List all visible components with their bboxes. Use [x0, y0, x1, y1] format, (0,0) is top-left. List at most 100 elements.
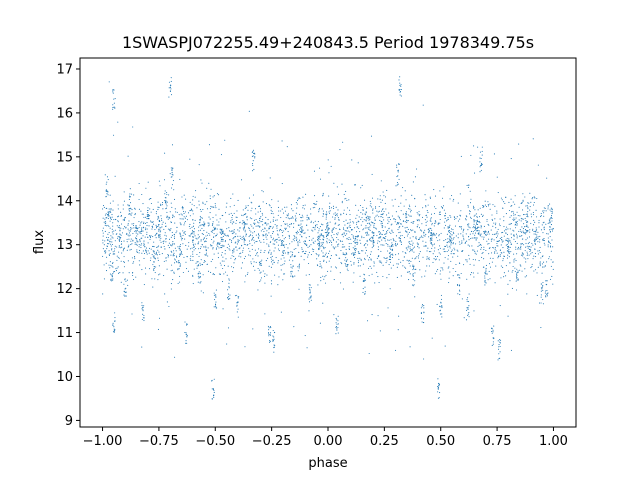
data-point [430, 251, 432, 253]
data-point [353, 256, 356, 258]
data-point [460, 226, 463, 228]
data-point [128, 220, 130, 222]
data-point [522, 218, 524, 220]
data-point [376, 235, 378, 237]
data-point [405, 215, 407, 217]
data-point [142, 313, 144, 315]
data-point [228, 287, 230, 289]
data-point [459, 193, 461, 195]
data-point [518, 143, 520, 145]
data-point [248, 240, 251, 242]
data-point [233, 221, 235, 223]
data-point [382, 225, 384, 227]
data-point [235, 216, 237, 218]
data-point [141, 306, 143, 308]
data-point [142, 226, 145, 228]
data-point [318, 254, 320, 256]
data-point [179, 275, 181, 277]
data-point [213, 253, 215, 255]
data-point [232, 267, 235, 269]
data-point [371, 206, 373, 208]
data-point [319, 263, 321, 265]
data-point [425, 205, 427, 207]
data-point [257, 221, 259, 223]
data-point [527, 202, 529, 204]
data-point [212, 388, 214, 391]
data-point [467, 186, 469, 189]
data-point [264, 250, 266, 252]
data-point [263, 238, 265, 241]
data-point [117, 121, 119, 123]
data-point [242, 220, 244, 222]
data-point [102, 230, 104, 232]
data-point [265, 222, 267, 224]
data-point [143, 242, 145, 244]
data-point [172, 279, 174, 281]
data-point [506, 226, 508, 228]
data-point [441, 305, 443, 308]
data-point [130, 240, 132, 242]
data-point [526, 251, 528, 253]
data-point [396, 243, 398, 245]
data-point [197, 237, 199, 239]
data-point [336, 186, 338, 188]
data-point [132, 262, 134, 264]
data-point [326, 238, 328, 240]
data-point [224, 234, 226, 237]
data-point [285, 227, 287, 229]
data-point [364, 213, 366, 215]
data-point [522, 254, 524, 256]
data-point [298, 251, 300, 254]
data-point [303, 208, 305, 210]
data-point [264, 313, 266, 315]
data-point [251, 244, 253, 246]
data-point [265, 236, 267, 238]
data-point [335, 326, 337, 329]
data-point [513, 217, 515, 219]
data-point [312, 227, 314, 229]
data-point [301, 217, 303, 219]
data-point [300, 223, 302, 225]
data-point [114, 317, 116, 319]
data-point [492, 343, 494, 345]
data-point [385, 242, 387, 245]
data-point [523, 244, 525, 246]
data-point [509, 216, 511, 218]
data-point [346, 260, 348, 262]
data-point [210, 231, 212, 233]
data-point [155, 266, 157, 268]
data-point [508, 209, 511, 212]
data-point [429, 197, 431, 199]
data-point [456, 249, 458, 251]
data-point [380, 216, 382, 218]
data-point [457, 233, 459, 235]
data-point [288, 234, 290, 237]
data-point [515, 276, 518, 278]
data-point [383, 244, 385, 246]
data-point [423, 358, 425, 360]
data-point [386, 277, 388, 279]
data-point [222, 240, 224, 242]
data-point [385, 231, 388, 233]
data-point [437, 222, 440, 224]
data-point [466, 299, 468, 301]
data-point [438, 252, 440, 254]
data-point [473, 145, 475, 147]
data-point [255, 240, 257, 243]
data-point [125, 291, 127, 293]
data-point [231, 255, 233, 257]
data-point [264, 275, 266, 278]
data-point [157, 218, 159, 220]
data-point [170, 88, 172, 90]
data-point [175, 250, 177, 252]
data-point [317, 221, 319, 223]
data-point [248, 248, 250, 250]
data-point [117, 226, 119, 228]
data-point [110, 217, 112, 219]
data-point [284, 210, 286, 212]
data-point [322, 235, 324, 237]
data-point [189, 235, 191, 237]
data-point [469, 227, 471, 229]
data-point [416, 212, 418, 214]
data-point [148, 268, 151, 270]
